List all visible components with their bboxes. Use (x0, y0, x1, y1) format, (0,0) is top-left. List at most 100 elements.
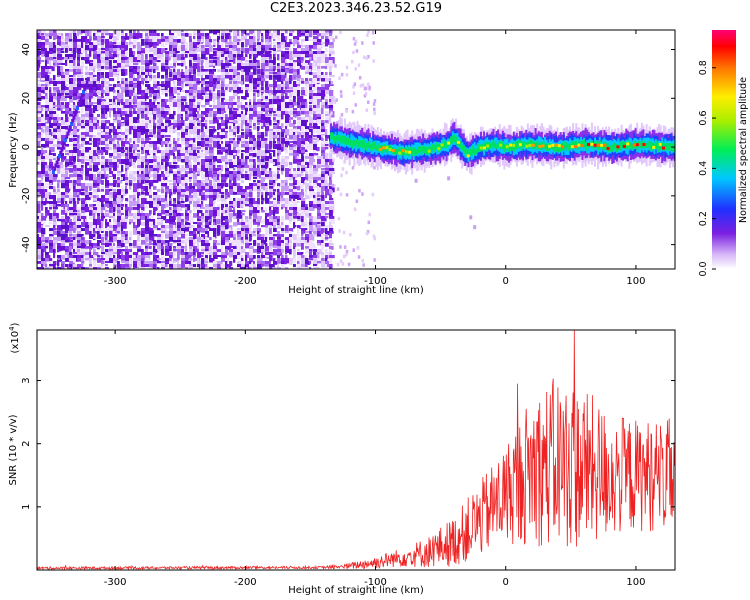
heatmap-cell (97, 216, 101, 220)
heatmap-cell (225, 99, 230, 103)
heatmap-cell (253, 84, 258, 90)
heatmap-cell (37, 213, 41, 217)
heatmap-cell (261, 78, 266, 82)
heatmap-cell (133, 219, 137, 223)
heatmap-cell (257, 63, 261, 67)
heatmap-cell (225, 252, 229, 256)
heatmap-cell (265, 57, 270, 60)
heatmap-cell (41, 117, 46, 123)
heatmap-cell (105, 108, 111, 112)
heatmap-cell (237, 66, 243, 71)
heatmap-cell (197, 123, 200, 126)
heatmap-cell (221, 177, 227, 181)
heatmap-cell (257, 267, 263, 269)
heatmap-cell (65, 192, 68, 195)
heatmap-cell (201, 180, 206, 183)
heatmap-cell (125, 108, 131, 115)
heatmap-cell (133, 195, 136, 199)
heatmap-cell (321, 177, 326, 182)
heatmap-cell (301, 138, 306, 143)
heatmap-cell (321, 96, 325, 100)
heatmap-cell (101, 87, 104, 91)
heatmap-cell (145, 216, 147, 220)
heatmap-cell (77, 30, 83, 35)
heatmap-cell (249, 57, 252, 60)
heatmap-cell (129, 105, 134, 109)
heatmap-cell (261, 93, 264, 96)
heatmap-cell (133, 99, 139, 105)
heatmap-cell (317, 189, 323, 194)
heatmap-cell (169, 141, 173, 146)
heatmap-cell (173, 129, 177, 133)
heatmap-cell (185, 156, 191, 163)
heatmap-cell (77, 195, 80, 198)
heatmap-cell (161, 174, 166, 181)
heatmap-cell (229, 144, 232, 151)
heatmap-cell (261, 180, 264, 186)
heatmap-cell (161, 264, 167, 267)
heatmap-cell (101, 156, 105, 161)
heatmap-cell (321, 120, 325, 125)
heatmap-cell (173, 216, 176, 219)
heatmap-cell (65, 255, 68, 259)
heatmap-cell (261, 219, 265, 224)
heatmap-cell (109, 222, 112, 228)
heatmap-cell (101, 132, 105, 137)
heatmap-cell (241, 30, 246, 34)
heatmap-cell (69, 117, 72, 123)
heatmap-cell (97, 213, 100, 217)
heatmap-cell (129, 210, 132, 214)
heatmap-cell (85, 267, 91, 269)
heatmap-cell (269, 213, 272, 218)
heatmap-cell (325, 33, 329, 36)
heatmap-cell (317, 129, 323, 136)
heatmap-cell (257, 168, 260, 174)
heatmap-cell (285, 30, 288, 34)
heatmap-cell (261, 246, 265, 251)
heatmap-cell (117, 45, 123, 50)
heatmap-cell (185, 132, 189, 138)
heatmap-cell (265, 237, 268, 242)
heatmap-cell (69, 156, 74, 161)
heatmap-cell (101, 150, 104, 153)
heatmap-cell (343, 254, 346, 259)
heatmap-cell (297, 63, 302, 69)
heatmap-cell (289, 231, 292, 237)
heatmap-cell (141, 114, 145, 119)
heatmap-cell (265, 96, 268, 100)
heatmap-cell (249, 159, 255, 162)
heatmap-cell (37, 78, 40, 81)
heatmap-cell (145, 201, 151, 205)
heatmap-cell (97, 180, 102, 183)
heatmap-cell (317, 120, 323, 124)
heatmap-cell (257, 186, 260, 190)
heatmap-cell (93, 189, 98, 193)
heatmap-cell (273, 210, 276, 217)
heatmap-cell (309, 114, 313, 117)
heatmap-cell (257, 150, 262, 157)
heatmap-cell (245, 171, 248, 174)
heatmap-cell (49, 174, 55, 179)
heatmap-cell (209, 63, 213, 66)
heatmap-cell (245, 264, 250, 269)
heatmap-cell (213, 174, 217, 179)
heatmap-cell (245, 30, 248, 35)
heatmap-cell (113, 135, 119, 140)
heatmap-cell (141, 48, 147, 53)
heatmap-cell (89, 234, 94, 239)
heatmap-cell (225, 225, 229, 230)
heatmap-cell (265, 207, 268, 214)
heatmap-cell (313, 108, 319, 114)
heatmap-cell (76, 106, 79, 110)
heatmap-cell (121, 150, 126, 153)
heatmap-cell (257, 192, 261, 195)
heatmap-cell (117, 135, 122, 140)
heatmap-cell (65, 207, 68, 211)
heatmap-cell (245, 222, 250, 227)
heatmap-cell (37, 99, 42, 102)
heatmap-cell (129, 33, 133, 39)
heatmap-cell (81, 264, 84, 269)
heatmap-cell (205, 87, 211, 92)
heatmap-cell (261, 96, 265, 100)
heatmap-cell (277, 93, 283, 100)
